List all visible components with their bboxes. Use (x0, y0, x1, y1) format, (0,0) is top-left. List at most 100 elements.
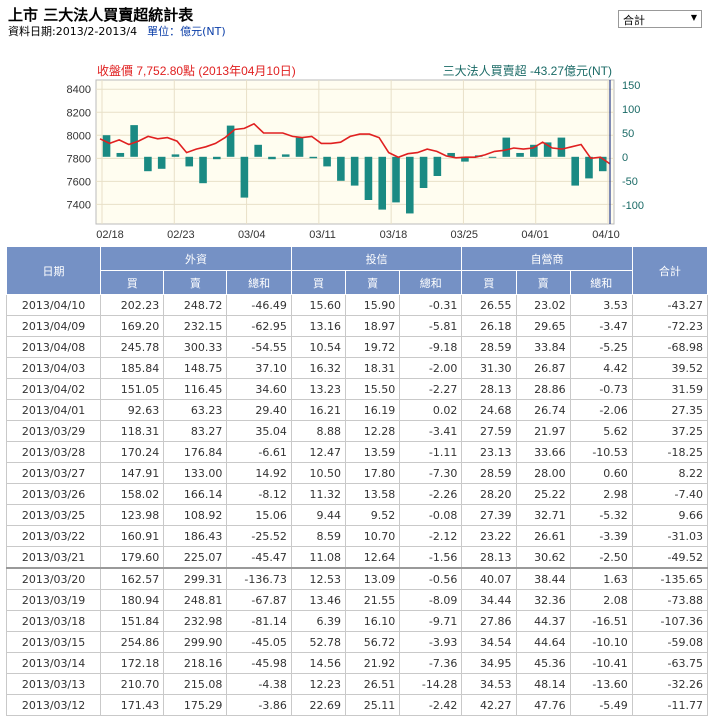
cell-value: -5.25 (569, 336, 633, 358)
cell-value: 27.59 (461, 420, 517, 442)
cell-value: 37.25 (631, 420, 709, 442)
cell-value: 10.50 (290, 462, 347, 484)
summary-type-select[interactable]: 合計 ▼ (618, 10, 702, 28)
cell-value: 34.53 (461, 673, 517, 695)
x-tick: 04/10 (592, 229, 620, 241)
cell-date: 2013/03/15 (5, 631, 102, 653)
cell-date: 2013/03/18 (5, 610, 102, 632)
cell-value: -32.26 (631, 673, 709, 695)
bar (406, 156, 414, 214)
cell-value: -43.27 (631, 294, 709, 316)
cell-value: -5.81 (399, 315, 463, 337)
bar (543, 142, 552, 157)
table-row: 2013/04/08 245.78 300.33 -54.55 10.54 19.72 -9… (5, 336, 709, 358)
cell-value: 26.51 (345, 673, 401, 695)
close-price-line (99, 122, 611, 165)
table-row: 2013/04/02 151.05 116.45 34.60 13.23 15.50 -2.… (5, 378, 709, 400)
cell-value: -2.50 (569, 546, 633, 569)
cell-value: 151.05 (100, 378, 165, 400)
cell-value: 44.64 (515, 631, 571, 653)
cell-value: 232.15 (163, 315, 228, 337)
cell-value: -107.36 (631, 610, 709, 632)
cell-date: 2013/03/22 (5, 525, 102, 547)
cell-value: 8.59 (290, 525, 347, 547)
cell-value: 34.60 (226, 378, 292, 400)
cell-value: 8.88 (290, 420, 347, 442)
cell-value: 12.64 (345, 546, 401, 569)
cell-value: 26.55 (461, 294, 517, 316)
table-row: 2013/03/29 118.31 83.27 35.04 8.88 12.28 -3.41… (5, 420, 709, 442)
institutional-chart: 收盤價 7,752.80點 (2013年04月10日) 三大法人買賣超 -43.… (67, 63, 645, 241)
cell-value: -73.88 (631, 589, 709, 611)
cell-value: 28.59 (461, 336, 517, 358)
cell-date: 2013/03/26 (5, 483, 102, 505)
cell-value: 26.18 (461, 315, 517, 337)
cell-value: 48.14 (515, 673, 571, 695)
bar (102, 135, 111, 157)
cell-value: -10.53 (569, 441, 633, 463)
cell-value: -2.12 (399, 525, 463, 547)
cell-value: 13.16 (290, 315, 347, 337)
cell-value: 13.46 (290, 589, 347, 611)
cell-value: 299.31 (163, 567, 228, 590)
table-row: 2013/03/25 123.98 108.92 15.06 9.44 9.52 -0.08… (5, 504, 709, 526)
cell-value: 16.10 (345, 610, 401, 632)
cell-value: 175.29 (163, 694, 228, 716)
cell-value: -45.47 (226, 546, 292, 569)
group-trust: 投信 (290, 246, 463, 271)
cell-value: 33.84 (515, 336, 571, 358)
cell-value: 16.21 (290, 399, 347, 421)
cell-value: 23.13 (461, 441, 517, 463)
bar (378, 156, 387, 210)
cell-date: 2013/04/09 (5, 315, 102, 337)
cell-value: 248.81 (163, 589, 228, 611)
table-row: 2013/03/26 158.02 166.14 -8.12 11.32 13.58 -2.… (5, 483, 709, 505)
date-range-line: 資料日期:2013/2-2013/4 單位：億元(NT) (8, 23, 226, 39)
cell-value: -45.98 (226, 652, 292, 674)
cell-value: -3.86 (226, 694, 292, 716)
bar (516, 152, 524, 157)
cell-value: 13.59 (345, 441, 401, 463)
col-dealer-sell: 賣 (515, 270, 571, 295)
cell-value: -72.23 (631, 315, 709, 337)
cell-value: -16.51 (569, 610, 633, 632)
bar (364, 156, 373, 200)
cell-value: 218.16 (163, 652, 228, 674)
col-total: 合計 (631, 246, 709, 295)
cell-value: 32.36 (515, 589, 571, 611)
cell-value: -7.36 (399, 652, 463, 674)
page-title: 上市 三大法人買賣超統計表 (8, 6, 194, 24)
cell-value: -5.49 (569, 694, 633, 716)
cell-value: 15.50 (345, 378, 401, 400)
bar (226, 125, 235, 157)
cell-value: 215.08 (163, 673, 228, 695)
cell-value: 16.19 (345, 399, 401, 421)
data-table: 日期 外資 投信 自營商 合計 買 賣 總和 買 賣 總和 買 賣 總和 201… (5, 246, 709, 716)
cell-value: 39.52 (631, 357, 709, 379)
cell-value: 28.20 (461, 483, 517, 505)
cell-value: 29.40 (226, 399, 292, 421)
cell-value: 34.44 (461, 589, 517, 611)
cell-value: -49.52 (631, 546, 709, 569)
cell-value: -8.12 (226, 483, 292, 505)
cell-value: -45.05 (226, 631, 292, 653)
bar (530, 144, 538, 157)
cell-value: 2.08 (569, 589, 633, 611)
bar (213, 156, 221, 160)
bar (337, 156, 345, 181)
cell-value: -2.26 (399, 483, 463, 505)
cell-value: 13.09 (345, 567, 401, 590)
cell-value: 21.97 (515, 420, 571, 442)
cell-date: 2013/04/10 (5, 294, 102, 316)
cell-value: 12.23 (290, 673, 347, 695)
cell-value: 28.13 (461, 378, 517, 400)
cell-value: -2.00 (399, 357, 463, 379)
cell-date: 2013/03/25 (5, 504, 102, 526)
chart-title-left: 收盤價 7,752.80點 (2013年04月10日) (97, 64, 296, 78)
cell-value: -59.08 (631, 631, 709, 653)
cell-value: 31.59 (631, 378, 709, 400)
cell-date: 2013/03/21 (5, 546, 102, 569)
cell-date: 2013/03/29 (5, 420, 102, 442)
chart-title-right: 三大法人買賣超 -43.27億元(NT) (443, 63, 612, 78)
cell-value: -3.47 (569, 315, 633, 337)
